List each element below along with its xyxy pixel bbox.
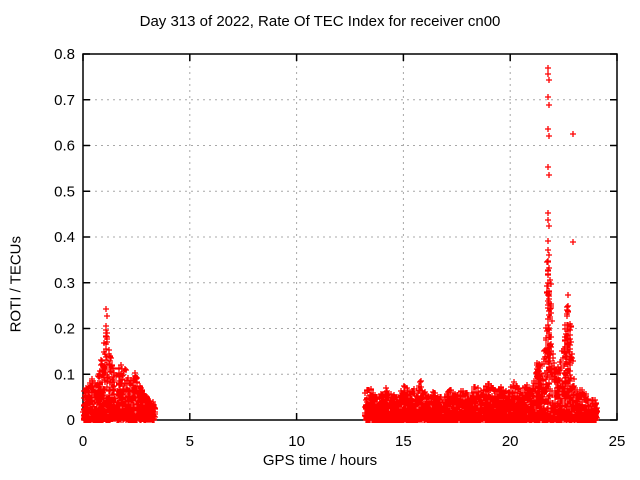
y-tick-label: 0.1 xyxy=(54,366,75,383)
y-tick-label: 0 xyxy=(67,412,75,429)
y-tick-label: 0.8 xyxy=(54,46,75,63)
y-tick-label: 0.4 xyxy=(54,229,75,246)
y-tick-label: 0.5 xyxy=(54,183,75,200)
chart-title: Day 313 of 2022, Rate Of TEC Index for r… xyxy=(139,13,501,30)
x-tick-label: 10 xyxy=(288,433,305,450)
x-tick-label: 20 xyxy=(502,433,519,450)
x-tick-label: 15 xyxy=(395,433,412,450)
x-tick-label: 0 xyxy=(79,433,87,450)
x-tick-label: 5 xyxy=(186,433,194,450)
x-tick-label: 25 xyxy=(609,433,626,450)
y-tick-label: 0.6 xyxy=(54,138,75,155)
x-axis-label: GPS time / hours xyxy=(262,452,378,469)
data-points xyxy=(80,65,600,423)
y-tick-label: 0.2 xyxy=(54,321,75,338)
y-tick-label: 0.7 xyxy=(54,92,75,109)
plot-frame xyxy=(82,53,618,421)
y-tick-label: 0.3 xyxy=(54,275,75,292)
